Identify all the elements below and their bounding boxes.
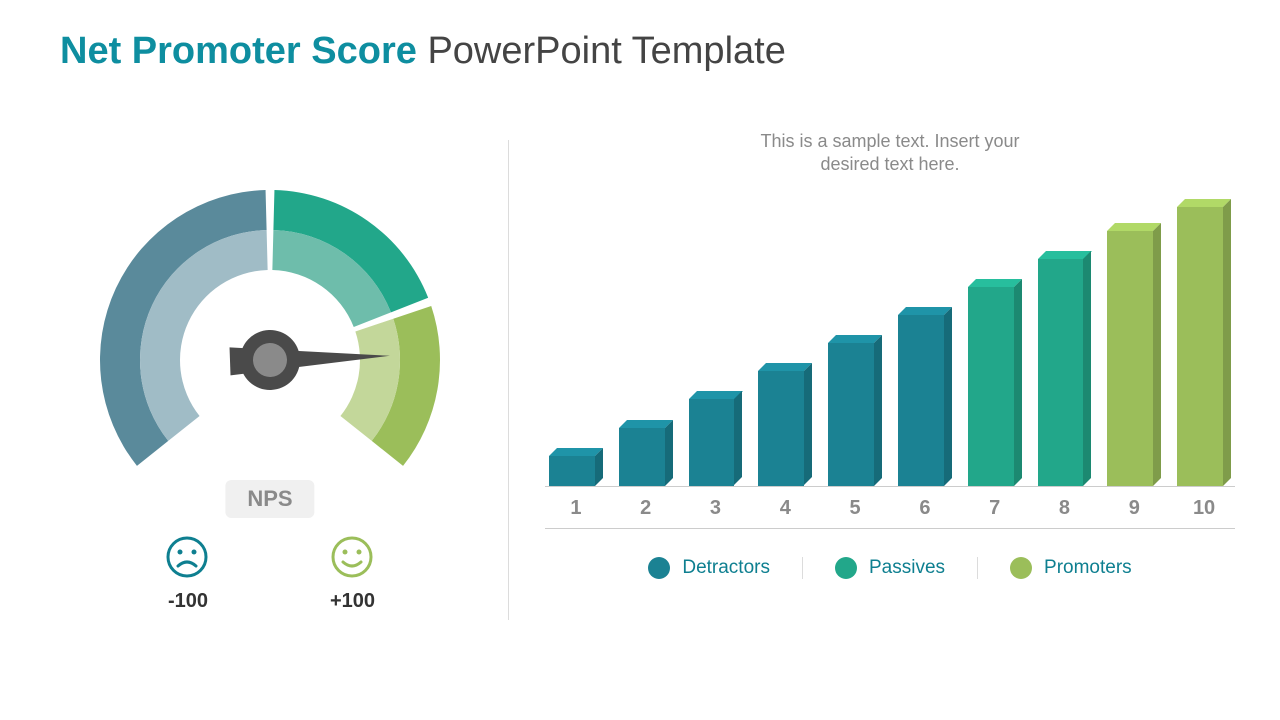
chart-caption: This is a sample text. Insert your desir…	[545, 130, 1235, 177]
gauge-svg	[70, 150, 470, 530]
vertical-divider	[508, 140, 509, 620]
gauge-min-label: -100	[168, 590, 208, 613]
bar-8	[1038, 207, 1092, 486]
nps-gauge: NPS -100 +100	[70, 150, 470, 610]
sad-face-icon	[165, 535, 209, 579]
bar-10	[1177, 207, 1231, 486]
nps-bar-chart: This is a sample text. Insert your desir…	[545, 130, 1235, 579]
bar-area	[545, 207, 1235, 487]
x-tick-5: 5	[828, 497, 882, 528]
bar-1	[549, 207, 603, 486]
bar-2	[619, 207, 673, 486]
legend-label: Detractors	[682, 557, 770, 579]
title-rest: PowerPoint Template	[417, 30, 786, 72]
legend-detractors: Detractors	[616, 557, 802, 579]
x-tick-7: 7	[968, 497, 1022, 528]
bar-7	[968, 207, 1022, 486]
x-tick-1: 1	[549, 497, 603, 528]
bar-6	[898, 207, 952, 486]
chart-legend: Detractors Passives Promoters	[545, 557, 1235, 579]
legend-label: Passives	[869, 557, 945, 579]
nps-badge: NPS	[225, 480, 314, 518]
x-axis: 123456789 10	[545, 487, 1235, 529]
x-tick-8: 8	[1038, 497, 1092, 528]
bar-9	[1107, 207, 1161, 486]
x-tick-4: 4	[758, 497, 812, 528]
legend-dot-icon	[835, 557, 857, 579]
bar-4	[758, 207, 812, 486]
legend-passives: Passives	[802, 557, 977, 579]
gauge-max-label: +100	[330, 590, 375, 613]
slide-title: Net Promoter Score PowerPoint Template	[60, 30, 786, 73]
x-tick-3: 3	[689, 497, 743, 528]
x-tick-9: 9	[1107, 497, 1161, 528]
x-tick-10: 10	[1177, 497, 1231, 528]
slide: Net Promoter Score PowerPoint Template N…	[0, 0, 1280, 720]
title-accent: Net Promoter Score	[60, 30, 417, 72]
legend-promoters: Promoters	[977, 557, 1164, 579]
legend-dot-icon	[648, 557, 670, 579]
happy-face-icon	[330, 535, 374, 579]
legend-label: Promoters	[1044, 557, 1132, 579]
bar-5	[828, 207, 882, 486]
x-tick-6: 6	[898, 497, 952, 528]
x-tick-2: 2	[619, 497, 673, 528]
legend-dot-icon	[1010, 557, 1032, 579]
bar-3	[689, 207, 743, 486]
